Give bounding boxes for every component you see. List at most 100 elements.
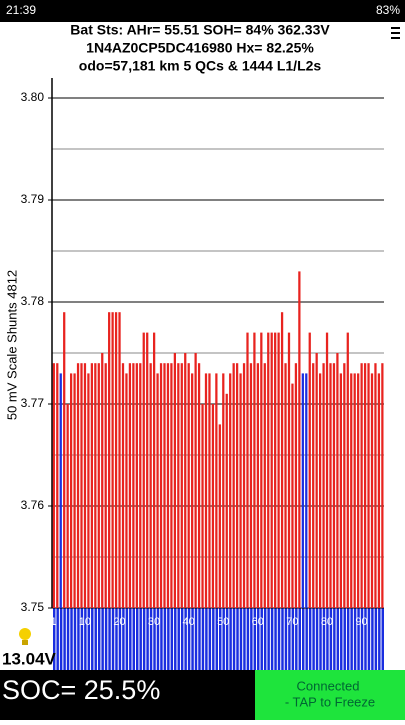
bar — [277, 332, 280, 608]
bar — [156, 373, 159, 608]
bar — [177, 363, 180, 608]
bar — [125, 373, 128, 608]
bar — [374, 363, 377, 608]
bar — [332, 363, 336, 608]
bar — [246, 332, 249, 608]
bar — [135, 363, 138, 608]
bar — [215, 373, 218, 608]
header-line: odo=57,181 km 5 QCs & 1444 L1/L2s — [79, 58, 322, 74]
menu-icon[interactable] — [391, 27, 400, 39]
bar — [66, 404, 69, 608]
bar — [146, 332, 149, 608]
y-tick-label: 3.78 — [21, 294, 45, 308]
bar — [191, 373, 194, 608]
bar — [132, 363, 135, 608]
bar — [274, 332, 277, 608]
bar — [180, 363, 183, 608]
bar — [166, 363, 170, 608]
bar — [353, 373, 356, 608]
y-tick-label: 3.77 — [21, 396, 45, 410]
bar — [90, 363, 93, 608]
soc: SOC= 25.5% — [2, 675, 160, 705]
bar — [301, 373, 304, 608]
bar — [63, 312, 66, 608]
x-tick-label: 40 — [182, 616, 194, 628]
bar — [76, 363, 80, 608]
bar — [159, 363, 163, 608]
bar — [73, 373, 76, 608]
x-tick-label: 1 — [51, 616, 57, 628]
soc-panel — [0, 670, 255, 720]
bar — [357, 373, 360, 608]
bar — [69, 373, 73, 608]
bar — [242, 363, 246, 608]
bar — [201, 404, 204, 608]
bar — [249, 363, 253, 608]
bar — [52, 363, 55, 608]
bar — [291, 383, 294, 608]
bar — [235, 363, 239, 608]
bar — [142, 332, 145, 608]
bar — [229, 373, 232, 608]
bar — [336, 353, 339, 608]
bar — [152, 332, 156, 608]
bar — [350, 373, 353, 608]
bar — [298, 271, 301, 608]
y-axis-label: 50 mV Scale Shunts 4812 — [4, 270, 19, 420]
y-tick-label: 3.76 — [21, 498, 45, 512]
y-tick-label: 3.80 — [21, 90, 45, 104]
bar — [163, 363, 166, 608]
bar — [346, 332, 349, 608]
bar — [211, 404, 215, 608]
bar — [270, 332, 273, 608]
bar — [108, 312, 111, 608]
bar — [305, 373, 308, 608]
x-tick-label: 60 — [252, 616, 264, 628]
bar — [97, 363, 100, 608]
bar — [284, 363, 287, 608]
x-tick-label: 20 — [113, 616, 125, 628]
bar — [360, 363, 363, 608]
bar — [87, 373, 90, 608]
bar — [197, 363, 201, 608]
bar — [318, 373, 322, 608]
status-battery: 83% — [376, 3, 400, 17]
bar — [256, 363, 259, 608]
bar — [59, 373, 62, 608]
bar — [104, 363, 107, 608]
bar — [339, 373, 342, 608]
bar — [260, 332, 263, 608]
x-tick-label: 50 — [217, 616, 229, 628]
bar — [377, 373, 381, 608]
bar — [263, 363, 266, 608]
bar — [253, 332, 256, 608]
bar — [94, 363, 97, 608]
bar — [83, 363, 87, 608]
bar — [139, 363, 142, 608]
y-tick-label: 3.79 — [21, 192, 45, 206]
bar — [381, 363, 384, 608]
bar — [121, 363, 125, 608]
bar — [118, 312, 121, 608]
connect-action: - TAP to Freeze — [285, 694, 375, 709]
connect-button[interactable] — [255, 670, 405, 720]
bar — [114, 312, 118, 608]
bar — [222, 373, 225, 608]
x-tick-label: 70 — [286, 616, 298, 628]
bar — [232, 363, 235, 608]
bar — [225, 393, 228, 608]
status-bar — [0, 0, 405, 22]
bar — [315, 353, 318, 608]
bar — [208, 373, 211, 608]
header-line: 1N4AZ0CP5DC416980 Hx= 82.25% — [86, 40, 314, 56]
bar — [80, 363, 83, 608]
bar — [149, 363, 152, 608]
bar — [204, 373, 208, 608]
bar — [329, 363, 332, 608]
bar — [173, 353, 176, 608]
bar — [322, 363, 325, 608]
bar — [280, 312, 284, 608]
bar — [363, 363, 367, 608]
x-tick-label: 90 — [355, 616, 367, 628]
